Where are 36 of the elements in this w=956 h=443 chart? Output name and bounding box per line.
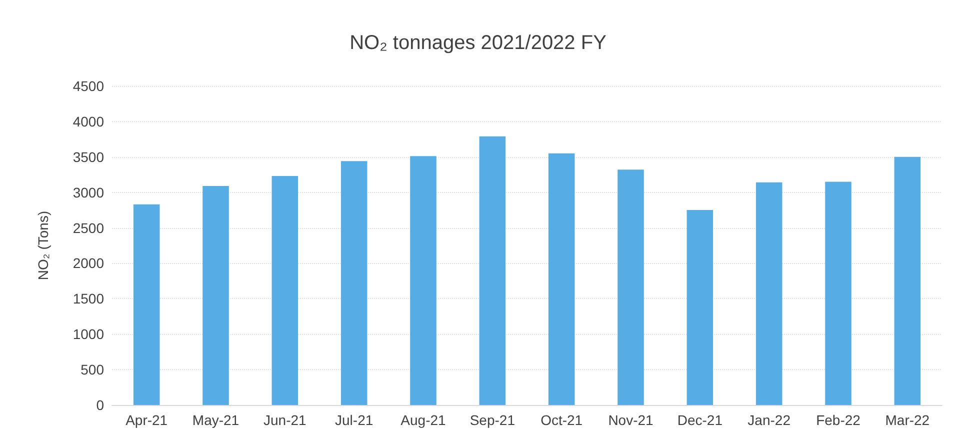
y-tick-label: 2500 — [72, 220, 104, 236]
bar — [133, 204, 160, 405]
x-tick-label: Apr-21 — [126, 412, 168, 428]
y-tick-label: 1500 — [72, 290, 104, 307]
y-tick-label: 0 — [96, 397, 104, 413]
x-tick-label: Nov-21 — [608, 412, 654, 428]
y-tick-label: 4000 — [72, 113, 104, 130]
y-tick-label: 3500 — [72, 148, 104, 165]
x-tick-label: May-21 — [192, 412, 240, 428]
x-tick-label: Oct-21 — [540, 412, 583, 428]
x-tick-label: Mar-22 — [885, 412, 930, 428]
y-tick-label: 1000 — [72, 326, 104, 342]
y-tick-label: 3000 — [72, 184, 104, 200]
y-axis-title: NO₂ (Tons) — [35, 210, 51, 280]
bar — [618, 170, 644, 405]
y-tick-label: 500 — [80, 362, 104, 378]
y-tick-label: 2000 — [72, 255, 104, 272]
x-tick-label: Jan-22 — [748, 412, 791, 428]
bar — [548, 153, 575, 405]
y-tick-label: 4500 — [72, 78, 104, 94]
bar — [825, 182, 852, 405]
bar — [410, 156, 436, 405]
x-tick-label: Dec-21 — [677, 412, 723, 428]
x-tick-label: Jul-21 — [335, 412, 374, 428]
bar — [479, 136, 506, 405]
bar — [272, 176, 298, 405]
chart-title: NO₂ tonnages 2021/2022 FY — [350, 32, 606, 54]
x-tick-label: Jun-21 — [264, 412, 307, 428]
bar — [202, 186, 229, 405]
x-tick-label: Sep-21 — [470, 412, 516, 428]
bar — [756, 182, 782, 405]
x-tick-label: Aug-21 — [400, 412, 446, 428]
bar — [894, 156, 921, 405]
bar — [686, 210, 714, 405]
bar — [340, 161, 368, 405]
x-tick-label: Feb-22 — [816, 412, 861, 428]
